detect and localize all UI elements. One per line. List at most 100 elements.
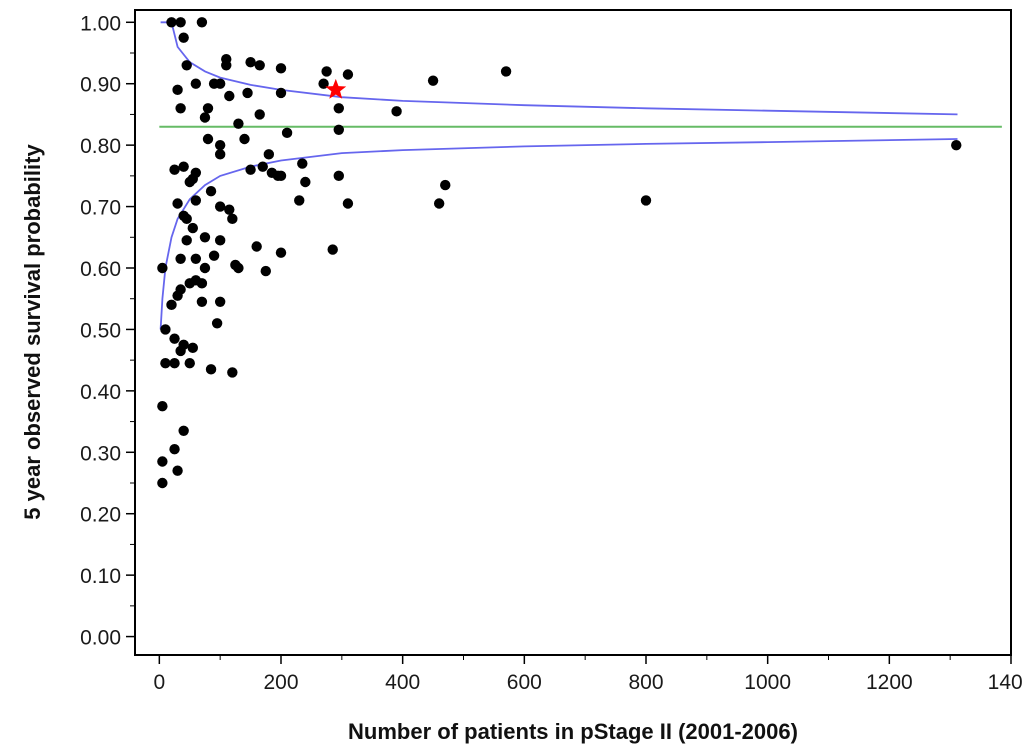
data-point bbox=[342, 198, 354, 209]
data-point bbox=[184, 176, 195, 188]
data-point bbox=[342, 69, 354, 80]
data-point bbox=[318, 78, 329, 89]
data-point bbox=[178, 32, 189, 43]
x-tick-label: 800 bbox=[628, 671, 663, 694]
data-point bbox=[214, 139, 226, 151]
y-tick-label: 0.30 bbox=[80, 442, 121, 465]
data-point bbox=[202, 103, 214, 114]
y-tick-label: 0.00 bbox=[80, 627, 121, 650]
data-point bbox=[175, 345, 186, 357]
data-point bbox=[333, 103, 344, 114]
data-point bbox=[175, 17, 186, 28]
x-tick-label: 200 bbox=[263, 671, 298, 694]
y-tick-label: 0.90 bbox=[80, 74, 121, 97]
data-point bbox=[211, 318, 223, 329]
plot-frame bbox=[134, 9, 1012, 656]
data-point bbox=[263, 149, 275, 160]
data-point bbox=[221, 60, 232, 71]
data-point bbox=[242, 87, 253, 99]
data-point bbox=[184, 278, 195, 289]
data-point bbox=[205, 186, 217, 197]
y-axis: 0.00 0.10 0.20 0.30 0.40 0.50 0.60 0.70 0.80 0.90… bbox=[80, 12, 135, 650]
data-point bbox=[294, 195, 305, 206]
data-point bbox=[181, 213, 192, 225]
y-tick-label: 0.80 bbox=[80, 135, 121, 158]
x-tick-label: 1400 bbox=[988, 671, 1023, 694]
data-point bbox=[321, 66, 332, 77]
data-point bbox=[951, 139, 962, 151]
x-tick-label: 400 bbox=[385, 671, 420, 694]
y-tick-label: 0.10 bbox=[80, 565, 121, 588]
data-point bbox=[214, 149, 226, 160]
y-tick-label: 1.00 bbox=[80, 12, 121, 35]
data-point bbox=[169, 333, 180, 344]
data-point bbox=[333, 124, 344, 135]
data-point bbox=[214, 78, 226, 89]
data-point bbox=[199, 232, 211, 243]
y-tick-label: 0.60 bbox=[80, 258, 121, 281]
data-point bbox=[190, 253, 202, 264]
data-point bbox=[196, 296, 208, 307]
data-point bbox=[205, 364, 217, 375]
data-point bbox=[251, 241, 262, 252]
data-point bbox=[160, 358, 171, 369]
data-point bbox=[239, 133, 250, 145]
data-point bbox=[169, 444, 180, 455]
data-point bbox=[275, 63, 287, 74]
data-point bbox=[190, 195, 202, 206]
data-point bbox=[160, 324, 171, 335]
data-point bbox=[227, 367, 238, 378]
data-point bbox=[333, 170, 344, 182]
data-point bbox=[245, 164, 256, 175]
data-point bbox=[187, 342, 198, 354]
data-point bbox=[214, 235, 226, 246]
data-point bbox=[175, 103, 186, 114]
data-point bbox=[157, 477, 168, 489]
data-point bbox=[233, 118, 244, 129]
highlight-layer bbox=[325, 78, 347, 99]
data-point bbox=[214, 296, 226, 307]
data-point bbox=[199, 112, 211, 123]
data-point bbox=[175, 253, 186, 264]
data-point bbox=[196, 17, 208, 28]
data-point bbox=[166, 299, 177, 311]
data-point bbox=[254, 60, 265, 71]
data-point bbox=[275, 247, 287, 258]
y-axis-title: 5 year observed survival probability bbox=[20, 144, 45, 520]
data-point bbox=[157, 456, 168, 467]
data-point bbox=[297, 158, 308, 169]
data-point bbox=[208, 250, 220, 261]
x-tick-label: 1200 bbox=[866, 671, 913, 694]
data-point bbox=[196, 278, 208, 289]
data-point bbox=[500, 66, 512, 77]
y-tick-label: 0.70 bbox=[80, 197, 121, 220]
x-axis: 0 200 400 600 800 1000 1200 1400 bbox=[153, 655, 1023, 694]
data-point bbox=[433, 198, 445, 209]
data-point bbox=[275, 170, 287, 182]
data-point bbox=[187, 222, 198, 234]
data-point bbox=[178, 425, 189, 436]
y-tick-label: 0.20 bbox=[80, 504, 121, 527]
data-point bbox=[245, 57, 256, 68]
data-point bbox=[227, 213, 238, 225]
x-axis-title: Number of patients in pStage II (2001-20… bbox=[348, 719, 798, 744]
data-point bbox=[281, 127, 293, 139]
data-point bbox=[214, 201, 226, 212]
data-point bbox=[224, 90, 235, 102]
data-point bbox=[169, 358, 180, 369]
data-point bbox=[172, 84, 183, 96]
data-point bbox=[233, 262, 244, 274]
data-point bbox=[169, 164, 180, 175]
highlighted-hospital-star bbox=[325, 78, 347, 99]
data-point bbox=[260, 265, 271, 277]
data-point bbox=[254, 109, 265, 120]
data-point bbox=[172, 465, 183, 476]
data-point bbox=[391, 106, 402, 117]
data-points bbox=[157, 17, 962, 489]
data-point bbox=[224, 204, 235, 215]
data-point bbox=[640, 195, 652, 206]
data-point bbox=[157, 262, 168, 274]
y-tick-label: 0.50 bbox=[80, 319, 121, 342]
